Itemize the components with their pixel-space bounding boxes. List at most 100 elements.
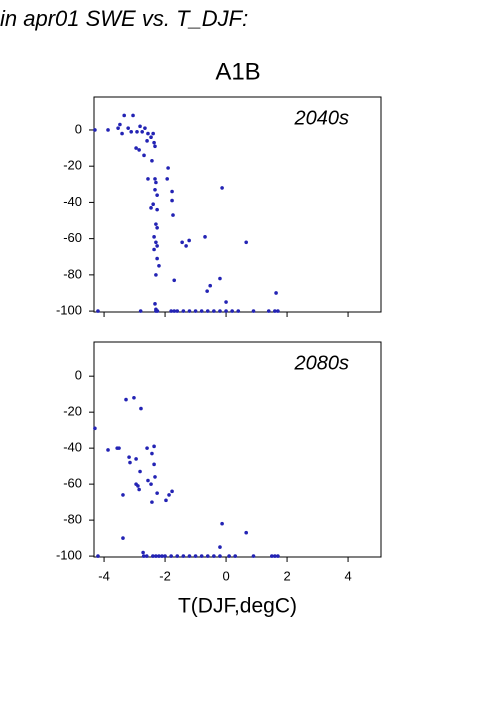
x-tick-label: -4 bbox=[98, 568, 110, 583]
point bbox=[155, 225, 159, 230]
point bbox=[117, 446, 121, 450]
point bbox=[141, 550, 145, 555]
point bbox=[121, 536, 125, 540]
x-tick-label: 0 bbox=[222, 568, 229, 583]
point bbox=[153, 177, 157, 181]
point bbox=[155, 256, 159, 261]
point bbox=[224, 309, 228, 313]
point bbox=[199, 309, 204, 313]
point bbox=[193, 309, 198, 313]
point bbox=[273, 309, 277, 313]
point bbox=[220, 521, 224, 526]
point bbox=[155, 207, 159, 212]
point bbox=[164, 498, 168, 503]
point bbox=[205, 289, 209, 293]
point bbox=[106, 448, 110, 452]
point bbox=[218, 545, 222, 549]
point bbox=[122, 113, 126, 118]
point bbox=[124, 397, 128, 402]
point bbox=[152, 140, 156, 145]
point bbox=[212, 554, 216, 558]
point bbox=[129, 129, 134, 134]
point bbox=[169, 309, 173, 313]
point bbox=[152, 247, 156, 252]
point bbox=[127, 455, 131, 459]
point bbox=[227, 554, 231, 558]
point bbox=[93, 426, 97, 431]
point bbox=[160, 554, 164, 558]
point bbox=[224, 300, 228, 304]
x-tick-label: -2 bbox=[159, 568, 171, 583]
point bbox=[150, 451, 154, 456]
y-tick-label: -80 bbox=[63, 266, 82, 281]
point bbox=[121, 493, 125, 497]
point bbox=[180, 240, 184, 245]
point bbox=[151, 202, 155, 207]
point bbox=[218, 554, 222, 558]
point bbox=[165, 177, 169, 181]
point bbox=[151, 131, 155, 136]
point bbox=[116, 126, 120, 130]
plot-frame bbox=[93, 341, 382, 558]
chart-title: A1B bbox=[215, 58, 260, 85]
point bbox=[149, 135, 153, 140]
point bbox=[266, 309, 271, 313]
y-tick-label: -60 bbox=[63, 230, 82, 245]
point bbox=[120, 131, 124, 136]
point bbox=[244, 240, 248, 245]
point bbox=[137, 148, 141, 152]
point bbox=[155, 309, 160, 313]
point bbox=[172, 309, 177, 313]
point bbox=[276, 554, 280, 558]
x-tick-label: 2 bbox=[283, 568, 290, 583]
point bbox=[150, 158, 154, 163]
y-tick-label: -40 bbox=[63, 440, 82, 455]
point bbox=[166, 166, 170, 170]
point bbox=[220, 186, 224, 190]
point bbox=[146, 478, 150, 483]
point bbox=[187, 554, 192, 558]
point bbox=[118, 122, 122, 127]
point bbox=[169, 554, 173, 558]
point bbox=[152, 462, 156, 467]
page-title: in apr01 SWE vs. T_DJF: bbox=[0, 6, 248, 31]
panel-annotation: 2040s bbox=[294, 107, 350, 129]
point bbox=[106, 128, 110, 132]
point bbox=[181, 554, 186, 558]
point bbox=[126, 126, 130, 130]
point bbox=[154, 554, 158, 558]
point bbox=[181, 309, 186, 313]
y-tick-label: -20 bbox=[63, 158, 82, 173]
point bbox=[155, 491, 159, 495]
point bbox=[138, 309, 143, 313]
point bbox=[96, 309, 100, 313]
x-tick-label: 4 bbox=[344, 568, 351, 583]
point bbox=[154, 240, 158, 245]
point bbox=[138, 469, 142, 474]
point bbox=[139, 406, 143, 411]
x-axis-label: T(DJF,degC) bbox=[178, 595, 297, 618]
point bbox=[153, 144, 157, 149]
point bbox=[170, 189, 174, 194]
point bbox=[244, 530, 248, 535]
point bbox=[149, 482, 153, 486]
point bbox=[212, 309, 216, 313]
point bbox=[154, 222, 158, 226]
point bbox=[218, 276, 222, 281]
y-tick-label: -100 bbox=[56, 548, 82, 563]
point bbox=[203, 235, 207, 239]
point bbox=[276, 309, 280, 313]
point bbox=[132, 395, 136, 400]
point bbox=[187, 309, 192, 313]
point bbox=[187, 238, 191, 243]
point bbox=[134, 146, 138, 150]
point bbox=[144, 554, 149, 558]
point bbox=[146, 131, 150, 136]
point bbox=[152, 235, 156, 239]
y-tick-label: -40 bbox=[63, 194, 82, 209]
point bbox=[170, 489, 174, 494]
point bbox=[199, 554, 204, 558]
point bbox=[128, 460, 132, 465]
point bbox=[96, 554, 100, 558]
